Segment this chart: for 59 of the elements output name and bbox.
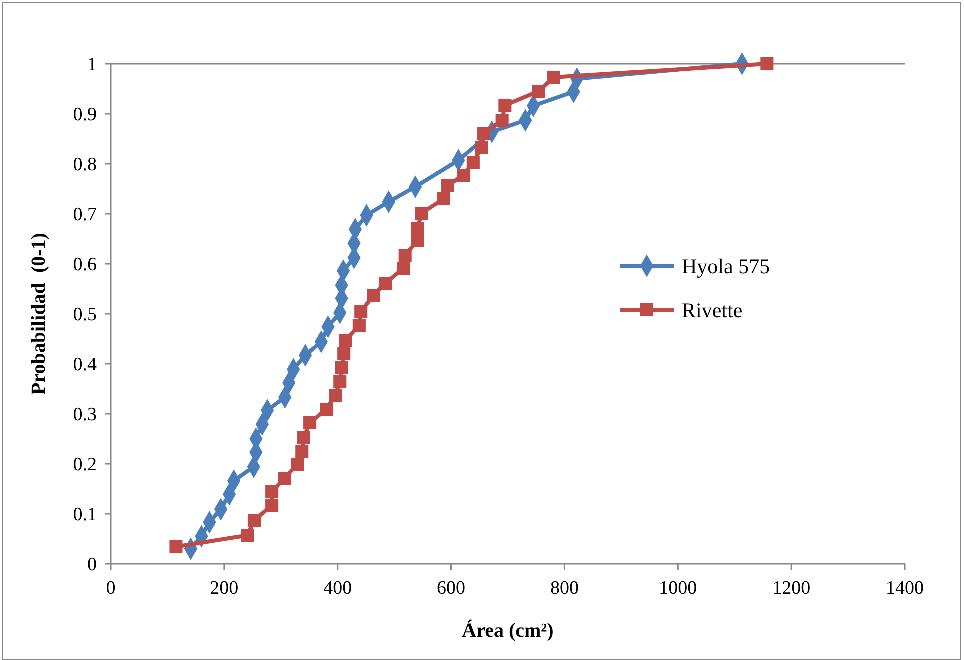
- x-tick-label: 1400: [886, 578, 924, 599]
- point: [466, 156, 480, 170]
- x-tick-label: 0: [106, 578, 116, 599]
- point: [354, 305, 368, 319]
- y-tick-label: 0.6: [73, 254, 97, 276]
- point: [266, 498, 279, 512]
- x-tick-label: 800: [550, 578, 579, 599]
- point: [378, 276, 392, 290]
- point: [398, 248, 412, 262]
- y-tick-label: 0.4: [73, 354, 98, 376]
- x-axis-title: Área (cm²): [462, 619, 554, 642]
- x-tick-label: 400: [324, 578, 352, 599]
- point: [291, 458, 304, 472]
- point: [441, 178, 454, 192]
- point: [415, 206, 428, 220]
- y-axis-title: Probabilidad (0-1): [28, 233, 50, 395]
- x-tick-label: 200: [210, 578, 239, 599]
- legend-label: Rivette: [682, 298, 743, 322]
- point: [437, 192, 450, 206]
- y-tick-label: 0.1: [73, 504, 97, 526]
- point: [397, 262, 410, 276]
- point: [266, 485, 279, 499]
- point: [498, 98, 512, 112]
- point: [297, 431, 310, 445]
- point: [320, 402, 334, 416]
- point: [457, 168, 470, 182]
- point: [475, 140, 488, 154]
- y-tick-label: 0.2: [73, 454, 97, 476]
- x-tick-label: 600: [437, 578, 466, 599]
- point: [547, 70, 560, 84]
- point: [532, 84, 546, 98]
- x-tick-label: 1000: [659, 578, 698, 599]
- point: [496, 114, 509, 128]
- point: [477, 127, 490, 141]
- point: [339, 334, 352, 348]
- point: [411, 222, 424, 236]
- y-tick-label: 0: [88, 554, 97, 576]
- point: [170, 540, 183, 554]
- point: [329, 388, 342, 402]
- x-tick-label: 1200: [772, 578, 811, 599]
- point: [335, 361, 348, 375]
- point: [411, 234, 424, 248]
- point: [241, 528, 254, 542]
- point: [352, 318, 366, 332]
- y-tick-label: 0.5: [73, 304, 97, 326]
- y-tick-label: 0.3: [73, 404, 97, 426]
- point: [760, 57, 774, 71]
- y-tick-label: 0.9: [73, 104, 97, 126]
- point: [367, 288, 380, 302]
- point: [334, 374, 347, 388]
- point: [296, 444, 309, 458]
- legend-label: Hyola 575: [682, 254, 770, 278]
- point: [304, 416, 317, 430]
- y-tick-label: 0.7: [73, 204, 97, 226]
- point: [338, 346, 351, 360]
- y-tick-label: 0.8: [73, 154, 97, 176]
- point: [278, 472, 292, 486]
- point: [248, 514, 262, 528]
- y-tick-label: 1: [88, 54, 97, 76]
